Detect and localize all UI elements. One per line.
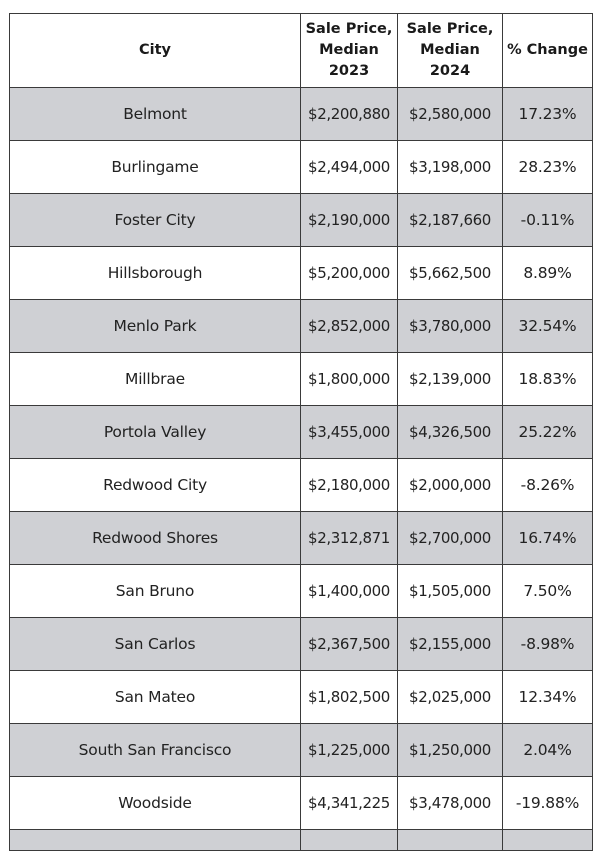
price-2023-cell-empty [300,829,398,851]
price-2024-cell: $1,505,000 [397,564,503,618]
header-price-2023-line-3: 2023 [328,63,370,79]
city-cell: San Mateo [9,670,301,724]
price-2024-cell: $2,700,000 [397,511,503,565]
price-2024-cell: $2,187,660 [397,193,503,247]
price-2023-cell: $2,494,000 [300,140,398,194]
price-2024-cell: $4,326,500 [397,405,503,459]
city-cell: Redwood City [9,458,301,512]
price-2023-cell: $4,341,225 [300,776,398,830]
table-row: Redwood Shores $2,312,871 $2,700,000 16.… [9,511,593,565]
header-price-2024-line-1: Sale Price, [406,21,494,37]
price-2023-cell: $1,225,000 [300,723,398,777]
table-row: Redwood City $2,180,000 $2,000,000 -8.26… [9,458,593,512]
price-2023-cell: $5,200,000 [300,246,398,300]
city-cell: Menlo Park [9,299,301,353]
change-cell: 18.83% [502,352,593,406]
price-2024-cell: $3,198,000 [397,140,503,194]
city-cell: Millbrae [9,352,301,406]
price-2024-cell: $2,025,000 [397,670,503,724]
price-2024-cell: $3,780,000 [397,299,503,353]
table-row: Burlingame $2,494,000 $3,198,000 28.23% [9,140,593,194]
header-price-2023-line-2: Median [319,42,379,58]
price-2024-cell: $1,250,000 [397,723,503,777]
price-2024-cell: $2,000,000 [397,458,503,512]
table-row: Portola Valley $3,455,000 $4,326,500 25.… [9,405,593,459]
table-row: Millbrae $1,800,000 $2,139,000 18.83% [9,352,593,406]
table-row: South San Francisco $1,225,000 $1,250,00… [9,723,593,777]
table-row: Foster City $2,190,000 $2,187,660 -0.11% [9,193,593,247]
header-price-2024: Sale Price, Median 2024 [397,13,503,88]
change-cell: -8.26% [502,458,593,512]
change-cell: 28.23% [502,140,593,194]
table-header: City Sale Price, Median 2023 Sale Price,… [9,13,593,88]
change-cell: 17.23% [502,87,593,141]
table-row: San Carlos $2,367,500 $2,155,000 -8.98% [9,617,593,671]
city-cell: Portola Valley [9,405,301,459]
table-row: San Bruno $1,400,000 $1,505,000 7.50% [9,564,593,618]
price-2023-cell: $1,800,000 [300,352,398,406]
table-row: Woodside $4,341,225 $3,478,000 -19.88% [9,776,593,830]
header-city: City [9,13,301,88]
change-cell: -0.11% [502,193,593,247]
table-row: Belmont $2,200,880 $2,580,000 17.23% [9,87,593,141]
city-cell: San Carlos [9,617,301,671]
city-cell-empty [9,829,301,851]
header-price-2024-line-2: Median [420,42,480,58]
table-row-cut-off [9,829,593,851]
price-2024-cell: $2,139,000 [397,352,503,406]
change-cell: -8.98% [502,617,593,671]
table-row: San Mateo $1,802,500 $2,025,000 12.34% [9,670,593,724]
price-2023-cell: $2,190,000 [300,193,398,247]
price-2023-cell: $2,200,880 [300,87,398,141]
price-2023-cell: $3,455,000 [300,405,398,459]
table-row: Menlo Park $2,852,000 $3,780,000 32.54% [9,299,593,353]
price-2023-cell: $2,312,871 [300,511,398,565]
city-cell: Hillsborough [9,246,301,300]
price-2024-cell: $2,580,000 [397,87,503,141]
header-row: City Sale Price, Median 2023 Sale Price,… [9,13,593,88]
header-change: % Change [502,13,593,88]
change-cell: 12.34% [502,670,593,724]
change-cell: 7.50% [502,564,593,618]
change-cell: 8.89% [502,246,593,300]
price-2024-cell-empty [397,829,503,851]
change-cell: 32.54% [502,299,593,353]
header-price-2023: Sale Price, Median 2023 [300,13,398,88]
city-cell: Redwood Shores [9,511,301,565]
city-cell: Woodside [9,776,301,830]
change-cell-empty [502,829,593,851]
change-cell: 2.04% [502,723,593,777]
price-2024-cell: $3,478,000 [397,776,503,830]
change-cell: 16.74% [502,511,593,565]
price-2024-cell: $5,662,500 [397,246,503,300]
header-price-2024-line-3: 2024 [429,63,471,79]
city-cell: Burlingame [9,140,301,194]
table-body: Belmont $2,200,880 $2,580,000 17.23% Bur… [9,87,593,851]
change-cell: -19.88% [502,776,593,830]
price-2023-cell: $2,180,000 [300,458,398,512]
city-cell: South San Francisco [9,723,301,777]
city-cell: Belmont [9,87,301,141]
header-price-2023-line-1: Sale Price, [305,21,393,37]
price-2023-cell: $2,367,500 [300,617,398,671]
price-2023-cell: $1,400,000 [300,564,398,618]
price-2023-cell: $1,802,500 [300,670,398,724]
median-sale-price-table: City Sale Price, Median 2023 Sale Price,… [9,13,593,851]
table-row: Hillsborough $5,200,000 $5,662,500 8.89% [9,246,593,300]
city-cell: San Bruno [9,564,301,618]
change-cell: 25.22% [502,405,593,459]
price-2023-cell: $2,852,000 [300,299,398,353]
city-cell: Foster City [9,193,301,247]
price-2024-cell: $2,155,000 [397,617,503,671]
